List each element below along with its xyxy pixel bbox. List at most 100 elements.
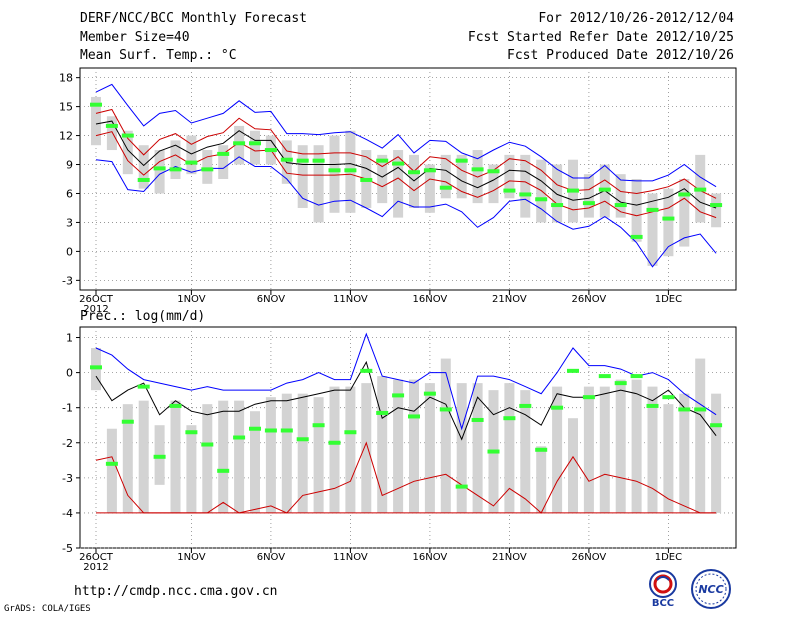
temp-xtick-label: 6NOV [257, 294, 286, 305]
temp-green-marker [201, 167, 214, 172]
temp-green-marker [439, 185, 452, 190]
temp-green-marker [392, 161, 405, 166]
precip-ytick-label: 0 [66, 367, 73, 380]
precip-range-bar [679, 393, 690, 513]
precip-range-bar [647, 386, 658, 513]
precip-green-marker [423, 391, 436, 396]
temp-green-marker [598, 187, 611, 192]
precip-range-bar [106, 428, 117, 513]
precip-green-marker [614, 381, 627, 386]
precip-range-bar [361, 383, 372, 513]
chart-title: DERF/NCC/BCC Monthly Forecast [80, 11, 307, 26]
temp-green-marker [455, 158, 468, 163]
temp-green-marker [296, 158, 309, 163]
precip-range-bar [695, 358, 706, 513]
temp-range-bar [313, 145, 324, 223]
temp-green-marker [567, 188, 579, 193]
temp-frame [79, 67, 737, 291]
precip-green-marker [567, 368, 579, 373]
temp-green-marker [328, 168, 341, 173]
precip-green-marker [328, 440, 341, 445]
temp-range-bar [631, 179, 642, 242]
precip-green-marker [455, 484, 468, 489]
precip-green-marker [710, 423, 723, 428]
temp-range-bar [456, 154, 467, 199]
temp-green-marker [280, 157, 293, 162]
precip-range-bar [599, 386, 610, 513]
bcc-logo: BCC [649, 570, 677, 608]
temp-range-bar [186, 135, 197, 175]
precip-year-label: 2012 [83, 562, 108, 573]
precip-green-marker [471, 417, 484, 422]
precip-green-marker [185, 430, 198, 435]
temp-range-bar [106, 116, 117, 151]
precip-ytick-label: -3 [62, 472, 73, 485]
temp-green-marker [121, 133, 134, 138]
variable-label: Mean Surf. Temp.: °C [80, 48, 237, 63]
temp-green-marker [105, 123, 118, 128]
precip-green-marker [694, 407, 707, 412]
temp-range-bar [440, 154, 451, 199]
temp-range-bar [91, 96, 101, 146]
precip-range-bar [186, 425, 197, 513]
precip-green-marker [519, 403, 532, 408]
precip-xtick-label: 1NOV [177, 552, 206, 563]
temp-green-marker [487, 169, 500, 174]
temp-green-marker [423, 168, 436, 173]
temp-green-marker [614, 203, 627, 208]
temp-range-bar [170, 140, 181, 179]
temp-green-marker [694, 187, 707, 192]
fcst-started: Fcst Started Refer Date 2012/10/25 [467, 30, 734, 45]
precip-range-bar [615, 379, 626, 513]
temp-range-bar [138, 145, 149, 189]
precip-green-marker [121, 419, 134, 424]
precip-range-bar [520, 390, 531, 513]
temp-green-marker [630, 234, 643, 239]
precip-green-marker [439, 407, 452, 412]
temp-green-marker [471, 167, 484, 172]
precip-green-marker [105, 461, 118, 466]
temp-ytick-label: 0 [66, 245, 73, 258]
temp-green-marker [710, 203, 723, 208]
temp-range-bar [250, 130, 260, 165]
ncc-logo: NCC [691, 569, 731, 609]
precip-green-marker [503, 416, 516, 421]
precip-range-bar [424, 383, 435, 513]
temp-green-marker [169, 167, 182, 172]
precip-red-lower-line [96, 501, 717, 514]
temp-green-marker [312, 158, 325, 163]
temp-range-bar [647, 193, 658, 266]
precip-green-marker [360, 368, 373, 373]
precip-xtick-label: 1DEC [655, 552, 682, 563]
precip-green-marker [153, 454, 166, 459]
temp-green-marker [662, 216, 675, 221]
temp-xtick-label: 1DEC [655, 294, 682, 305]
precip-ytick-label: -5 [62, 542, 73, 555]
precip-range-bar [281, 393, 292, 513]
precip-range-bar [504, 383, 515, 513]
precip-green-marker [296, 437, 309, 442]
temp-green-marker [408, 170, 420, 175]
temp-range-bar [424, 164, 435, 213]
temp-green-marker [90, 102, 102, 107]
temp-range-bar [663, 188, 674, 257]
precip-range-bar [297, 393, 308, 513]
temp-range-bar [520, 154, 531, 218]
footer-url[interactable]: http://cmdp.ncc.cma.gov.cn [74, 584, 278, 599]
temp-xtick-label: 21NOV [492, 294, 527, 305]
temp-range-bar [218, 145, 229, 179]
temp-green-marker [344, 168, 357, 173]
precip-range-bar [170, 400, 181, 513]
precip-blue-upper-line [95, 332, 717, 431]
precip-ensemble-mean-line [95, 360, 717, 441]
precip-green-marker [392, 393, 405, 398]
temp-range-bar [122, 130, 133, 175]
precip-range-bar [218, 400, 229, 513]
precip-green-marker [201, 442, 214, 447]
temp-green-marker [217, 151, 230, 156]
precip-xtick-label: 6NOV [257, 552, 286, 563]
precip-green-marker [582, 395, 595, 400]
member-size: Member Size=40 [80, 30, 190, 45]
precip-green-marker [487, 449, 500, 454]
temp-blue-upper-line [95, 83, 717, 188]
